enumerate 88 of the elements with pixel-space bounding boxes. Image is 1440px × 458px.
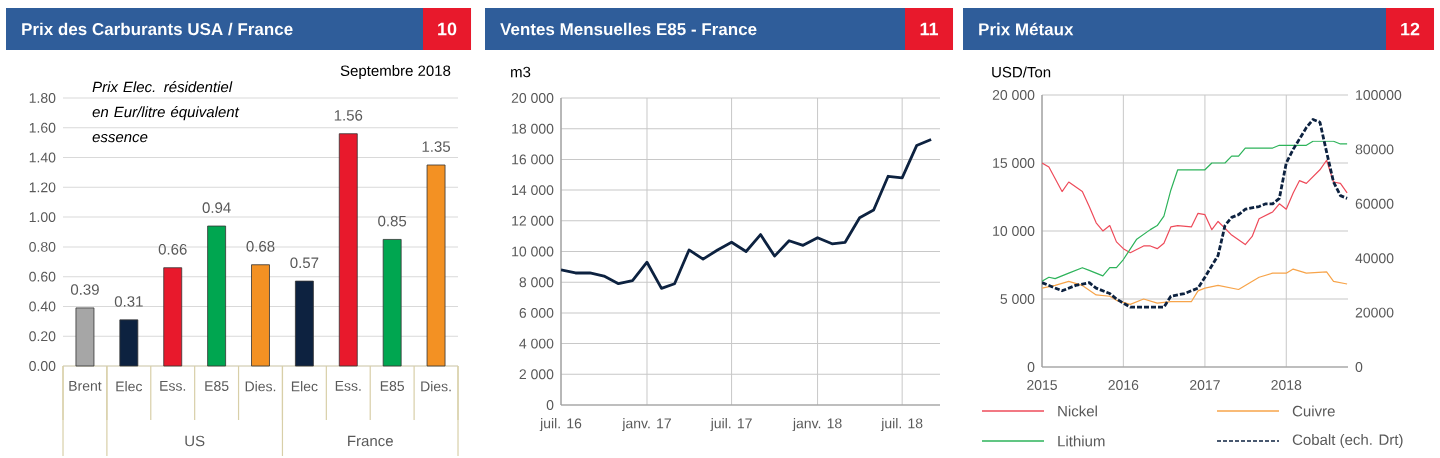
y2-tick-label: 80000 bbox=[1355, 144, 1394, 155]
y-axis-title: USD/Ton bbox=[992, 66, 1051, 78]
y-tick-label: 10 000 bbox=[993, 226, 1035, 236]
x-tick-label: Dies. bbox=[421, 381, 451, 392]
bar bbox=[119, 319, 139, 367]
text: 10 bbox=[438, 22, 457, 36]
x-tick-label: juil. 18 bbox=[880, 418, 923, 432]
y-tick-label: 16 000 bbox=[512, 154, 554, 165]
chart-title: Prix Métaux bbox=[979, 22, 1074, 36]
data-label: 0.66 bbox=[158, 244, 187, 255]
annotation: Prix Elec. résidentiel en Eur/litre équivalent essence bbox=[92, 81, 240, 143]
y-tick-label: 1.00 bbox=[29, 212, 56, 223]
y-tick-label: 8 000 bbox=[519, 277, 554, 288]
y-tick-label: 14 000 bbox=[512, 185, 554, 196]
bar bbox=[75, 307, 95, 367]
text: US bbox=[185, 435, 205, 447]
data-label: 1.56 bbox=[334, 110, 363, 121]
data-label: 0.85 bbox=[378, 215, 407, 227]
x-tick-label: Ess. bbox=[160, 381, 186, 391]
x-tick-label: Ess. bbox=[335, 381, 361, 391]
legend-label: Lithium bbox=[1058, 435, 1105, 447]
y2-tick-label: 20000 bbox=[1355, 307, 1394, 318]
x-tick-label: E85 bbox=[380, 381, 405, 391]
y2-tick-label: 60000 bbox=[1355, 198, 1394, 209]
y-tick-label: 0.60 bbox=[29, 271, 56, 282]
text: France bbox=[348, 435, 393, 447]
bar bbox=[251, 264, 270, 367]
bar bbox=[294, 280, 314, 367]
y-tick-label: 12 000 bbox=[512, 215, 554, 226]
data-label: 0.57 bbox=[290, 257, 319, 269]
y-tick-label: 6 000 bbox=[519, 307, 554, 318]
y2-tick-label: 40000 bbox=[1355, 253, 1394, 264]
legend-label: Cobalt (ech. Drt) bbox=[1292, 434, 1403, 448]
line-series bbox=[561, 138, 933, 290]
text: 12 bbox=[1401, 22, 1420, 36]
y-tick-label: 1.60 bbox=[29, 122, 56, 133]
bar bbox=[382, 239, 402, 367]
chart-title: Ventes Mensuelles E85 - France bbox=[500, 22, 757, 36]
legend-label: Nickel bbox=[1058, 405, 1097, 417]
y-tick-label: 1.80 bbox=[29, 93, 56, 103]
chart-title: Prix des Carburants USA / France bbox=[22, 22, 293, 36]
line-series bbox=[1042, 159, 1348, 254]
x-tick-label: E85 bbox=[205, 381, 229, 391]
data-label: 0.94 bbox=[202, 202, 231, 213]
data-label: 0.68 bbox=[246, 241, 275, 252]
y-tick-label: 2 000 bbox=[519, 369, 554, 380]
y-tick-label: 15 000 bbox=[993, 158, 1035, 168]
y-tick-label: 1.20 bbox=[29, 182, 56, 193]
text: 11 bbox=[920, 22, 939, 36]
bar bbox=[426, 164, 446, 367]
x-tick-label: 2015 bbox=[1027, 380, 1057, 390]
line-series bbox=[1042, 118, 1348, 309]
y-tick-label: 0.80 bbox=[29, 241, 56, 252]
y-tick-label: 0 bbox=[546, 400, 554, 410]
line-series bbox=[1042, 268, 1348, 306]
y-tick-label: 4 000 bbox=[519, 338, 554, 349]
x-tick-label: Brent bbox=[69, 381, 102, 391]
y-tick-label: 0.20 bbox=[29, 331, 56, 342]
x-tick-label: janv. 17 bbox=[622, 418, 671, 432]
x-tick-label: Elec bbox=[116, 381, 143, 392]
x-tick-label: juil. 16 bbox=[539, 418, 582, 432]
text: Septembre 2018 bbox=[340, 65, 451, 79]
x-tick-label: juil. 17 bbox=[710, 418, 752, 432]
bar bbox=[338, 133, 358, 367]
x-tick-label: 2017 bbox=[1190, 380, 1220, 390]
data-label: 0.39 bbox=[70, 284, 99, 295]
data-label: 1.35 bbox=[422, 141, 451, 152]
data-label: 0.31 bbox=[114, 296, 143, 307]
x-tick-label: 2016 bbox=[1108, 380, 1139, 390]
y-tick-label: 0.00 bbox=[29, 361, 56, 371]
y-tick-label: 1.40 bbox=[29, 152, 56, 163]
y-tick-label: 5 000 bbox=[1000, 294, 1035, 304]
bar bbox=[163, 267, 183, 367]
y2-tick-label: 0 bbox=[1355, 362, 1363, 372]
y-tick-label: 0.40 bbox=[29, 301, 56, 312]
y-axis-title: m3 bbox=[511, 66, 531, 78]
x-tick-label: Elec bbox=[291, 381, 318, 392]
y-tick-label: 20 000 bbox=[992, 90, 1035, 100]
y-tick-label: 0 bbox=[1027, 362, 1035, 372]
y-tick-label: 10 000 bbox=[512, 246, 554, 257]
x-tick-label: janv. 18 bbox=[792, 418, 842, 432]
y-tick-label: 18 000 bbox=[512, 123, 554, 134]
bar bbox=[207, 225, 227, 367]
y-tick-label: 20 000 bbox=[511, 93, 554, 103]
y2-tick-label: 100000 bbox=[1356, 90, 1402, 100]
x-tick-label: 2018 bbox=[1271, 380, 1302, 390]
x-tick-label: Dies. bbox=[245, 381, 276, 392]
legend-label: Cuivre bbox=[1292, 405, 1335, 417]
